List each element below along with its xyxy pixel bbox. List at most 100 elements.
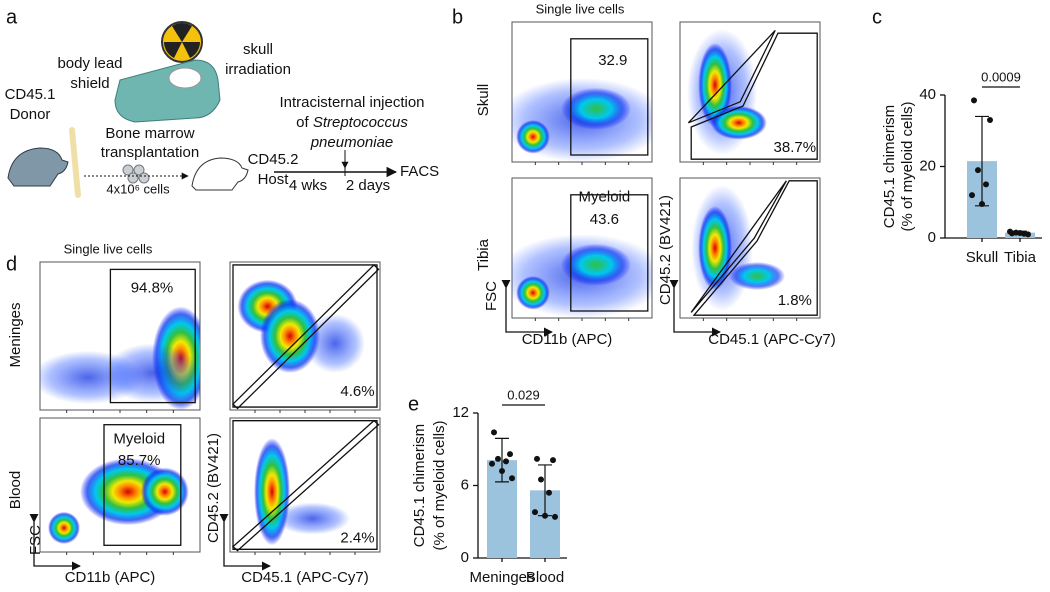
- axis-label: CD11b (APC): [522, 331, 613, 348]
- error-bar: [495, 437, 509, 483]
- gate-label: 4.6%: [340, 383, 374, 400]
- gate-label: 2.4%: [340, 530, 374, 547]
- gate-label: 94.8%: [131, 280, 174, 297]
- data-point: [489, 460, 495, 467]
- data-point: [491, 429, 497, 436]
- gate-label: Myeloid: [113, 430, 165, 447]
- row-label: Blood: [7, 471, 24, 509]
- axis-label: CD45.1 (APC-Cy7): [708, 331, 836, 348]
- organism: pneumoniae: [310, 134, 394, 151]
- gate: [570, 194, 649, 312]
- flow-plot: 2.4%: [219, 417, 381, 571]
- density-blob: [710, 106, 767, 140]
- schematic-text: CD45.1: [5, 86, 56, 103]
- schematic-text: Donor: [10, 106, 51, 123]
- y-axis-label: CD45.1 chimerism: [411, 424, 428, 547]
- schematic-text: of: [296, 114, 309, 131]
- y-tick-label: 40: [919, 86, 936, 103]
- data-point: [534, 455, 540, 462]
- axis-label: CD45.2 (BV421): [657, 195, 674, 305]
- data-point: [983, 181, 989, 188]
- axis-arrow: [669, 279, 721, 337]
- gate: [690, 180, 787, 313]
- row-label: Tibia: [475, 238, 492, 271]
- flow-plot: 32.9: [511, 21, 653, 165]
- density-blob: [698, 43, 732, 127]
- radiation-symbol: [164, 22, 200, 58]
- flow-title: Single live cells: [536, 1, 625, 16]
- gate: [232, 264, 378, 408]
- schematic-text: Host: [258, 171, 290, 188]
- significance-label: 0.0009: [981, 69, 1021, 84]
- gate-label: 85.7%: [118, 452, 161, 469]
- bone: [69, 127, 81, 198]
- schematic-text: 4 wks: [289, 177, 327, 194]
- data-point: [509, 475, 515, 482]
- panel-label: d: [6, 253, 17, 275]
- data-point: [546, 489, 552, 496]
- density: [687, 29, 767, 155]
- schematic-text: FACS: [400, 163, 439, 180]
- axis-label: FSC: [483, 281, 500, 311]
- significance-label: 0.029: [507, 387, 540, 402]
- schematic: body lead shield skull irradiation CD45.…: [5, 21, 439, 198]
- data-point: [532, 509, 538, 516]
- density-blob: [140, 467, 189, 516]
- density-blob: [275, 502, 350, 535]
- y-tick-label: 12: [452, 404, 469, 421]
- gate: [692, 180, 818, 316]
- flow-plot: 94.8%: [39, 261, 201, 413]
- schematic-text: 4x10⁶ cells: [106, 181, 170, 196]
- gate-label: 43.6: [590, 211, 619, 228]
- panel-label: e: [408, 393, 419, 415]
- density-blob: [729, 262, 785, 290]
- data-point: [971, 97, 977, 104]
- data-point: [503, 458, 509, 465]
- density-blob: [48, 511, 80, 544]
- data-point: [987, 117, 993, 124]
- gate-label: 32.9: [598, 52, 627, 69]
- schematic-text: 2 days: [346, 177, 390, 194]
- data-point: [550, 457, 556, 464]
- data-point: [1007, 228, 1013, 235]
- flow-plot: Myeloid 43.6: [501, 177, 653, 337]
- density: [512, 234, 652, 318]
- lead-shield: [114, 59, 221, 123]
- schematic-text: CD45.2: [248, 151, 299, 168]
- y-axis-label: CD45.1 chimerism: [881, 105, 898, 228]
- schematic-text: Bone marrow: [105, 125, 194, 142]
- cells-icon: [122, 164, 150, 184]
- schematic-text: Intracisternal injection: [279, 94, 424, 111]
- donor-mouse: [7, 147, 69, 187]
- density-blob: [516, 276, 550, 310]
- density-blob: [698, 206, 732, 290]
- schematic-text: of Streptococcus: [296, 114, 408, 131]
- gate-label: 38.7%: [774, 139, 817, 156]
- y-tick-label: 0: [928, 229, 936, 246]
- data-point: [979, 201, 985, 208]
- density: [40, 306, 200, 410]
- host-mouse: [191, 157, 249, 191]
- axis-arrow: [29, 513, 81, 571]
- density-blob: [561, 243, 631, 286]
- organism: Streptococcus: [313, 114, 409, 131]
- data-point: [542, 512, 548, 519]
- schematic-text: transplantation: [101, 144, 199, 161]
- x-tick-label: Tibia: [1004, 249, 1037, 266]
- row-label: Skull: [475, 84, 492, 117]
- x-tick-label: Meninges: [469, 569, 534, 586]
- data-point: [1017, 229, 1023, 236]
- density: [512, 78, 652, 162]
- density-blob: [305, 313, 365, 373]
- density: [237, 279, 365, 373]
- data-point: [552, 513, 558, 520]
- schematic-text: skull: [243, 41, 273, 58]
- gate: [103, 424, 182, 546]
- panel-label: c: [872, 6, 882, 28]
- gate: [690, 32, 818, 160]
- density-blob: [260, 299, 320, 373]
- y-tick-label: 0: [461, 549, 469, 566]
- gate: [570, 38, 649, 156]
- flow-title: Single live cells: [64, 241, 153, 256]
